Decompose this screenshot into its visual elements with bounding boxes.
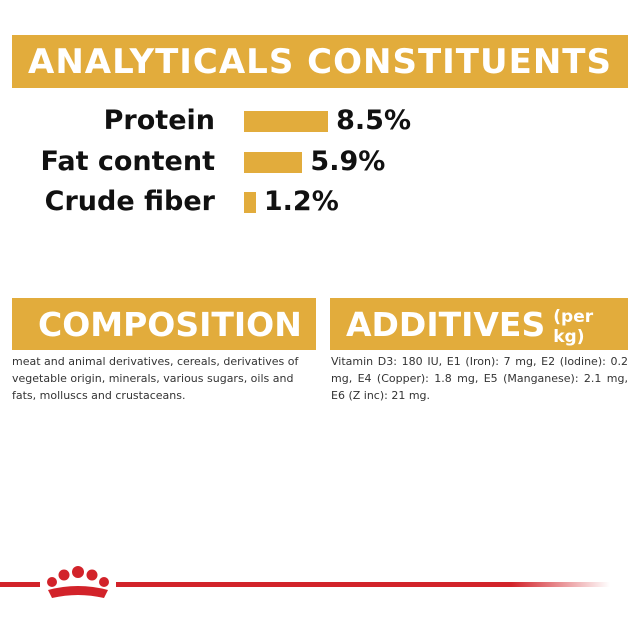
bar: [244, 151, 303, 173]
category-label: Crude fiber: [44, 186, 215, 217]
brand-footer: [0, 566, 610, 598]
section-subtitle: (per kg): [553, 307, 594, 347]
value-label: 1.2%: [263, 186, 339, 217]
value-label: 5.9%: [310, 145, 386, 177]
crown-logo: [47, 566, 109, 598]
bar: [244, 111, 329, 132]
brand-line: [0, 582, 40, 587]
bar: [244, 192, 256, 213]
section-title: ADDITIVES: [346, 304, 546, 344]
section-header: ADDITIVES (per kg): [330, 298, 628, 350]
composition-text: meat and animal derivatives, cereals, de…: [12, 355, 299, 402]
section-title: COMPOSITION: [12, 298, 316, 350]
additives-text: Vitamin D3: 180 IU, E1 (Iron): 7 mg, E2 …: [331, 355, 628, 402]
value-label: 8.5%: [336, 105, 412, 136]
category-label: Protein: [103, 105, 215, 136]
section-title: ANALYTICALS CONSTITUENTS: [12, 35, 628, 88]
brand-line: [116, 582, 610, 587]
category-label: Fat content: [40, 145, 215, 177]
